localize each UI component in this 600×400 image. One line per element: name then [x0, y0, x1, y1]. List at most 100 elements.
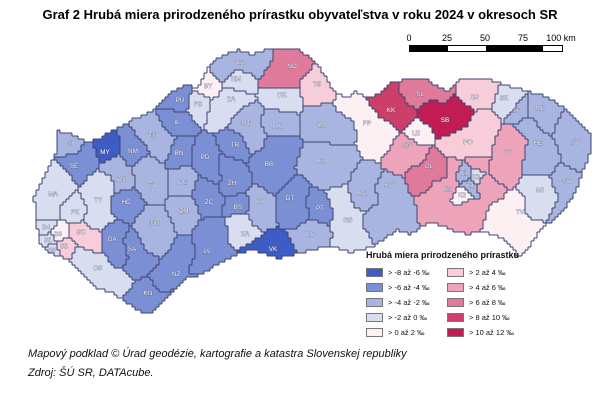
- district-label-LE: LE: [412, 130, 420, 137]
- district-label-RA: RA: [358, 190, 368, 197]
- district-label-TS: TS: [313, 81, 321, 88]
- legend-column-negative: > -8 až -6 ‰ > -6 až -4 ‰ > -4 až -2 ‰ > -2…: [366, 267, 439, 342]
- district-label-LC: LC: [307, 231, 316, 238]
- district-label-VK: VK: [269, 246, 278, 253]
- scale-segment: [410, 46, 448, 51]
- scale-bar-ticks: 0 25 50 75 100 km: [406, 33, 589, 44]
- district-label-ZA: ZA: [227, 96, 236, 103]
- legend-swatch: [366, 267, 383, 277]
- scale-tick-label: 75: [517, 33, 529, 43]
- district-fills: [33, 49, 591, 313]
- district-borders: [32, 48, 592, 314]
- district-label-PP: PP: [363, 120, 371, 127]
- district-label-MY: MY: [100, 149, 110, 156]
- district-label-NM: NM: [128, 148, 138, 155]
- district-label-IL: IL: [174, 119, 180, 126]
- district-label-GL: GL: [425, 163, 434, 170]
- scale-bar-segments: [409, 45, 563, 52]
- district-label-RV: RV: [385, 182, 394, 189]
- legend-item: > 0 až 2 ‰: [366, 327, 439, 337]
- district-label-SA: SA: [128, 246, 137, 253]
- district-label-BB: BB: [265, 161, 273, 168]
- district-label-B1: B1: [44, 237, 52, 244]
- district-label-HE: HE: [534, 140, 543, 147]
- district-label-SE: SE: [70, 163, 78, 170]
- district-label-SN: SN: [403, 142, 412, 149]
- scale-tick-label: 100 km: [546, 33, 576, 43]
- district-label-TR: TR: [231, 142, 240, 149]
- district-label-B5: B5: [48, 247, 56, 254]
- source-line-1: Mapový podklad © Úrad geodézie, kartogra…: [28, 348, 407, 360]
- district-label-SB: SB: [441, 117, 449, 124]
- district-label-B4: B4: [42, 224, 50, 231]
- district-label-LV: LV: [203, 248, 211, 255]
- district-label-TN: TN: [149, 132, 158, 139]
- district-label-B3: B3: [54, 231, 62, 238]
- district-label-SC: SC: [77, 229, 86, 236]
- district-label-NR: NR: [150, 220, 160, 227]
- district-label-HC: HC: [121, 199, 131, 206]
- scale-segment: [524, 46, 543, 51]
- district-label-KA: KA: [241, 231, 250, 238]
- scale-segment: [486, 46, 524, 51]
- source-line-2: Zdroj: ŠÚ SR, DATAcube.: [28, 367, 154, 380]
- legend-swatch: [447, 282, 464, 292]
- legend-class-label: > -2 až 0 ‰: [388, 312, 427, 322]
- legend-class-label: > 6 až 8 ‰: [469, 297, 506, 307]
- district-label-CA: CA: [236, 59, 246, 66]
- district-label-NO: NO: [287, 63, 297, 70]
- legend-item: > 10 až 12 ‰: [447, 327, 520, 337]
- district-label-PK: PK: [71, 209, 80, 216]
- legend-item: > 8 až 10 ‰: [447, 312, 520, 322]
- scale-tick-label: 50: [479, 33, 491, 43]
- legend-swatch: [447, 327, 464, 337]
- district-label-ZV: ZV: [257, 198, 266, 205]
- legend-item: > 6 až 8 ‰: [447, 297, 520, 307]
- district-label-K2: K2: [458, 192, 466, 199]
- district-label-ZH: ZH: [228, 180, 237, 187]
- district-label-PU: PU: [176, 97, 185, 104]
- scale-tick-label: 25: [441, 33, 453, 43]
- district-label-PB: PB: [194, 101, 202, 108]
- legend-swatch: [447, 297, 464, 307]
- district-label-PO: PO: [463, 139, 472, 146]
- legend: Hrubá miera prirodzeného prírastku > -8 …: [366, 250, 520, 342]
- legend-item: > -4 až -2 ‰: [366, 297, 439, 307]
- district-label-RS: RS: [344, 217, 353, 224]
- legend-item: > -2 až 0 ‰: [366, 312, 439, 322]
- legend-class-label: > -6 až -4 ‰: [388, 282, 430, 292]
- district-label-KN: KN: [144, 290, 153, 297]
- legend-class-label: > 10 až 12 ‰: [469, 327, 514, 337]
- district-label-B2: B2: [60, 243, 68, 250]
- district-label-TV: TV: [516, 209, 525, 216]
- scale-segment: [448, 46, 486, 51]
- district-label-TO: TO: [149, 182, 158, 189]
- scale-bar: 0 25 50 75 100 km: [406, 33, 589, 52]
- district-label-BJ: BJ: [471, 94, 478, 101]
- legend-swatch: [366, 327, 383, 337]
- legend-class-label: > -4 až -2 ‰: [388, 297, 430, 307]
- legend-class-label: > 2 až 4 ‰: [469, 267, 506, 277]
- legend-item: > -6 až -4 ‰: [366, 282, 439, 292]
- district-label-DT: DT: [286, 195, 295, 202]
- district-label-DS: DS: [94, 265, 103, 272]
- district-label-MI: MI: [537, 187, 544, 194]
- district-label-SP: SP: [513, 107, 521, 114]
- legend-item: > 2 až 4 ‰: [447, 267, 520, 277]
- district-label-K1: K1: [460, 170, 468, 177]
- district-label-KS: KS: [444, 186, 452, 193]
- legend-swatch: [447, 267, 464, 277]
- district-label-SO: SO: [562, 178, 571, 185]
- district-label-MA: MA: [48, 191, 58, 198]
- district-label-SL: SL: [416, 91, 424, 98]
- district-label-ML: ML: [536, 105, 545, 112]
- district-label-PT: PT: [316, 205, 324, 212]
- legend-class-label: > -8 až -6 ‰: [388, 267, 430, 277]
- district-label-PN: PN: [117, 176, 126, 183]
- legend-swatch: [366, 282, 383, 292]
- legend-item: > 4 až 6 ‰: [447, 282, 520, 292]
- page-title: Graf 2 Hrubá miera prirodzeného prírastk…: [42, 7, 558, 22]
- legend-swatch: [366, 312, 383, 322]
- district-label-RK: RK: [273, 123, 283, 130]
